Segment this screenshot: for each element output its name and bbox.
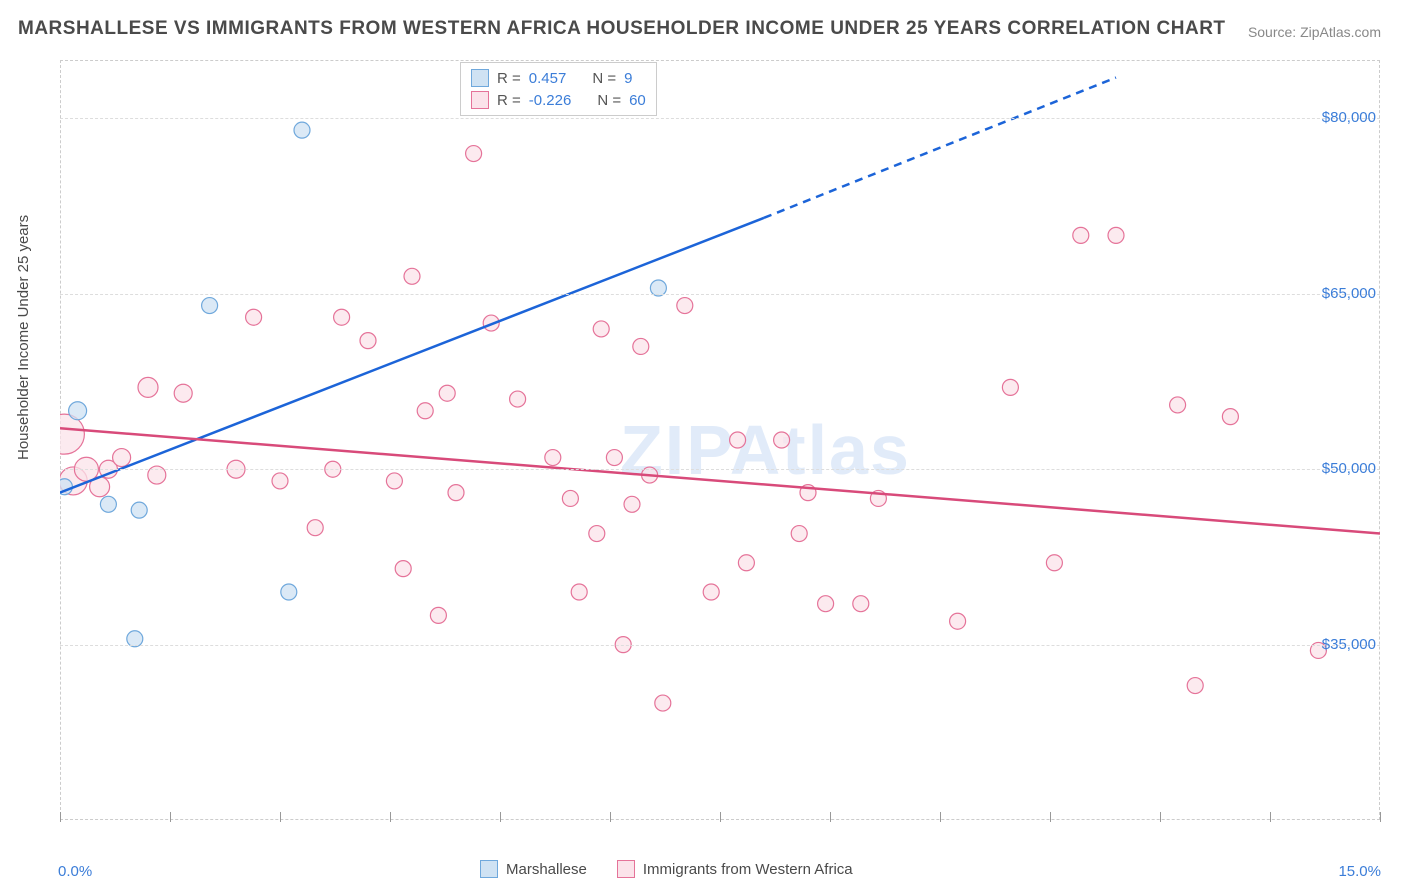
n-label: N = [592, 70, 616, 87]
r-val-0: 0.457 [529, 70, 567, 87]
source-label: Source: ZipAtlas.com [1248, 24, 1381, 40]
n-val-1: 60 [629, 92, 646, 109]
legend-label-1: Immigrants from Western Africa [643, 861, 853, 878]
stats-row-0: R = 0.457 N = 9 [471, 67, 646, 89]
legend-label-0: Marshallese [506, 861, 587, 878]
swatch-1 [471, 91, 489, 109]
y-tick-label: $65,000 [1322, 285, 1376, 302]
series-legend: Marshallese Immigrants from Western Afri… [480, 860, 853, 878]
stats-legend: R = 0.457 N = 9 R = -0.226 N = 60 [460, 62, 657, 116]
x-tick-right: 15.0% [1338, 863, 1381, 880]
y-axis-label: Householder Income Under 25 years [15, 215, 32, 460]
y-tick-label: $35,000 [1322, 636, 1376, 653]
legend-item-1: Immigrants from Western Africa [617, 860, 853, 878]
x-tick-left: 0.0% [58, 863, 92, 880]
legend-swatch-0 [480, 860, 498, 878]
stats-row-1: R = -0.226 N = 60 [471, 89, 646, 111]
scatter-plot-svg [60, 60, 1380, 820]
r-val-1: -0.226 [529, 92, 572, 109]
r-label: R = [497, 92, 521, 109]
legend-swatch-1 [617, 860, 635, 878]
y-tick-label: $50,000 [1322, 460, 1376, 477]
n-val-0: 9 [624, 70, 632, 87]
swatch-0 [471, 69, 489, 87]
legend-item-0: Marshallese [480, 860, 587, 878]
n-label: N = [597, 92, 621, 109]
chart-title: MARSHALLESE VS IMMIGRANTS FROM WESTERN A… [18, 18, 1226, 40]
y-tick-label: $80,000 [1322, 109, 1376, 126]
r-label: R = [497, 70, 521, 87]
